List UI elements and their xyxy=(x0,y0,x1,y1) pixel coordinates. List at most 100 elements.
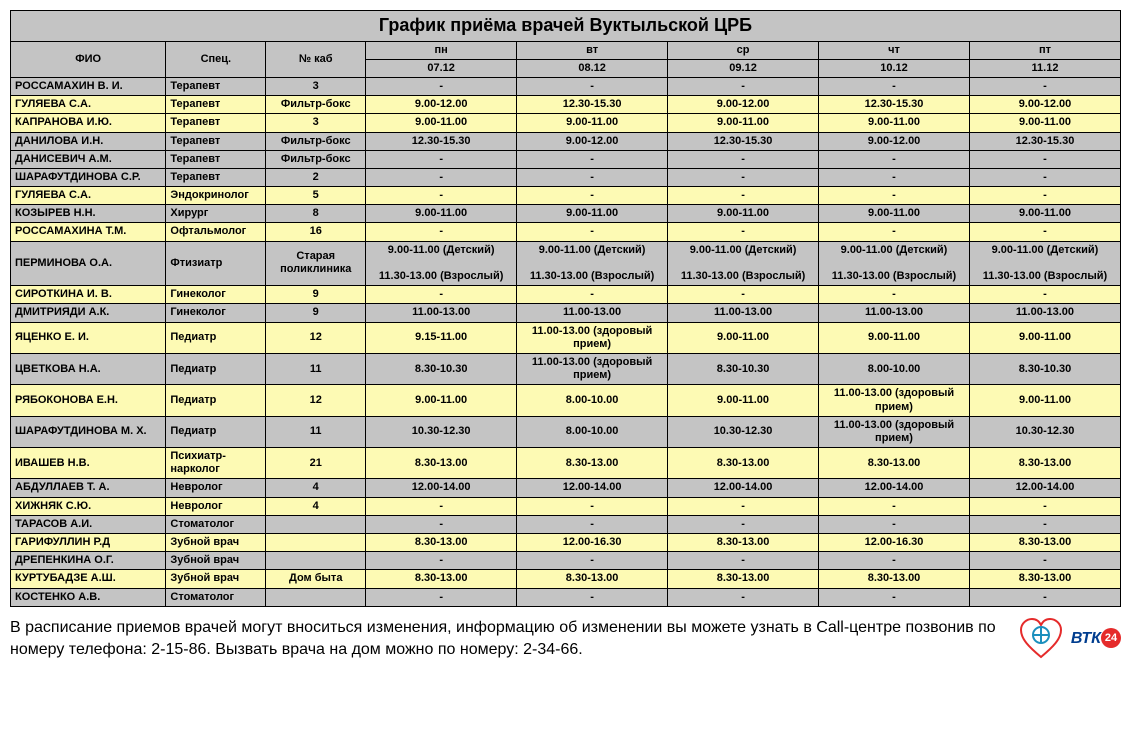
schedule-cell: 12.00-14.00 xyxy=(517,479,668,497)
table-row: КОЗЫРЕВ Н.Н.Хирург89.00-11.009.00-11.009… xyxy=(11,205,1121,223)
doctor-cab xyxy=(266,534,366,552)
vtk-bubble: 24 xyxy=(1101,628,1121,648)
schedule-cell: 8.00-10.00 xyxy=(517,416,668,447)
schedule-cell: - xyxy=(366,168,517,186)
schedule-cell: - xyxy=(969,187,1120,205)
doctor-spec: Терапевт xyxy=(166,132,266,150)
doctor-spec: Гинеколог xyxy=(166,286,266,304)
doctor-spec: Зубной врач xyxy=(166,534,266,552)
table-row: СИРОТКИНА И. В.Гинеколог9----- xyxy=(11,286,1121,304)
schedule-cell: 9.00-12.00 xyxy=(819,132,970,150)
table-row: КОСТЕНКО А.В.Стоматолог----- xyxy=(11,588,1121,606)
schedule-cell: - xyxy=(969,150,1120,168)
schedule-cell: - xyxy=(819,497,970,515)
schedule-cell: - xyxy=(969,515,1120,533)
schedule-cell: - xyxy=(517,286,668,304)
col-date-3: 10.12 xyxy=(819,59,970,77)
doctor-name: ШАРАФУТДИНОВА М. Х. xyxy=(11,416,166,447)
schedule-cell: - xyxy=(819,187,970,205)
doctor-name: КОЗЫРЕВ Н.Н. xyxy=(11,205,166,223)
schedule-cell: 12.30-15.30 xyxy=(969,132,1120,150)
schedule-cell: - xyxy=(668,515,819,533)
doctor-spec: Зубной врач xyxy=(166,552,266,570)
doctor-name: ТАРАСОВ А.И. xyxy=(11,515,166,533)
footer-logos: ВТК24 xyxy=(1019,617,1121,661)
schedule-cell: - xyxy=(668,150,819,168)
schedule-cell: - xyxy=(819,168,970,186)
schedule-cell: 9.15-11.00 xyxy=(366,322,517,353)
schedule-cell: 11.00-13.00 xyxy=(517,304,668,322)
doctor-cab: 12 xyxy=(266,385,366,416)
table-row: ПЕРМИНОВА О.А.ФтизиатрСтарая поликлиника… xyxy=(11,241,1121,286)
doctor-name: ДАНИСЕВИЧ А.М. xyxy=(11,150,166,168)
doctor-spec: Психиатр-нарколог xyxy=(166,448,266,479)
schedule-cell: - xyxy=(668,588,819,606)
doctor-cab: 5 xyxy=(266,187,366,205)
doctor-cab: 8 xyxy=(266,205,366,223)
doctor-cab: 2 xyxy=(266,168,366,186)
col-spec: Спец. xyxy=(166,41,266,77)
schedule-cell: 9.00-12.00 xyxy=(668,96,819,114)
schedule-cell: 8.30-13.00 xyxy=(668,570,819,588)
doctor-spec: Стоматолог xyxy=(166,515,266,533)
schedule-cell: - xyxy=(366,552,517,570)
doctor-name: ХИЖНЯК С.Ю. xyxy=(11,497,166,515)
schedule-cell: 12.00-16.30 xyxy=(819,534,970,552)
schedule-cell: - xyxy=(366,497,517,515)
schedule-cell: 8.30-13.00 xyxy=(517,570,668,588)
doctor-cab: Старая поликлиника xyxy=(266,241,366,286)
schedule-cell: - xyxy=(969,552,1120,570)
schedule-cell: 11.00-13.00 (здоровый прием) xyxy=(819,385,970,416)
table-row: ДМИТРИЯДИ А.К.Гинеколог911.00-13.0011.00… xyxy=(11,304,1121,322)
table-row: РОССАМАХИНА Т.М.Офтальмолог16----- xyxy=(11,223,1121,241)
col-day-wed: ср xyxy=(668,41,819,59)
vtk-logo: ВТК24 xyxy=(1071,628,1121,650)
doctor-spec: Офтальмолог xyxy=(166,223,266,241)
doctor-spec: Педиатр xyxy=(166,353,266,384)
schedule-cell: 9.00-11.00 xyxy=(517,205,668,223)
schedule-cell: - xyxy=(969,168,1120,186)
schedule-cell: - xyxy=(819,150,970,168)
doctor-cab: 11 xyxy=(266,353,366,384)
schedule-cell: 8.30-13.00 xyxy=(366,448,517,479)
schedule-cell: - xyxy=(366,187,517,205)
schedule-cell: - xyxy=(819,515,970,533)
footer: В расписание приемов врачей могут вносит… xyxy=(10,617,1121,662)
schedule-cell: - xyxy=(969,223,1120,241)
col-day-thu: чт xyxy=(819,41,970,59)
col-day-tue: вт xyxy=(517,41,668,59)
doctor-name: РОССАМАХИН В. И. xyxy=(11,77,166,95)
doctor-name: СИРОТКИНА И. В. xyxy=(11,286,166,304)
doctor-cab: 11 xyxy=(266,416,366,447)
schedule-cell: 11.00-13.00 (здоровый прием) xyxy=(517,322,668,353)
schedule-cell: - xyxy=(366,515,517,533)
doctor-name: РОССАМАХИНА Т.М. xyxy=(11,223,166,241)
doctor-spec: Терапевт xyxy=(166,168,266,186)
schedule-cell: - xyxy=(517,515,668,533)
schedule-cell: - xyxy=(668,77,819,95)
doctor-name: ГАРИФУЛЛИН Р.Д xyxy=(11,534,166,552)
table-row: ДРЕПЕНКИНА О.Г.Зубной врач----- xyxy=(11,552,1121,570)
schedule-cell: 9.00-11.00 (Детский) 11.30-13.00 (Взросл… xyxy=(668,241,819,286)
schedule-cell: 8.30-13.00 xyxy=(819,448,970,479)
schedule-cell: - xyxy=(819,286,970,304)
doctor-name: ИВАШЕВ Н.В. xyxy=(11,448,166,479)
schedule-cell: 11.00-13.00 (здоровый прием) xyxy=(819,416,970,447)
schedule-cell: 10.30-12.30 xyxy=(668,416,819,447)
schedule-cell: 9.00-11.00 xyxy=(668,114,819,132)
schedule-cell: - xyxy=(969,497,1120,515)
schedule-cell: - xyxy=(366,286,517,304)
col-fio: ФИО xyxy=(11,41,166,77)
col-day-mon: пн xyxy=(366,41,517,59)
schedule-cell: - xyxy=(668,497,819,515)
schedule-cell: - xyxy=(517,168,668,186)
vtk-text: ВТК xyxy=(1071,630,1101,647)
table-row: ГУЛЯЕВА С.А.Эндокринолог5----- xyxy=(11,187,1121,205)
schedule-cell: 8.30-13.00 xyxy=(366,570,517,588)
schedule-cell: 8.30-13.00 xyxy=(819,570,970,588)
schedule-cell: 12.00-14.00 xyxy=(668,479,819,497)
schedule-cell: 9.00-12.00 xyxy=(366,96,517,114)
schedule-cell: 9.00-11.00 xyxy=(819,322,970,353)
schedule-cell: 9.00-11.00 (Детский) 11.30-13.00 (Взросл… xyxy=(366,241,517,286)
doctor-cab: Фильтр-бокс xyxy=(266,132,366,150)
